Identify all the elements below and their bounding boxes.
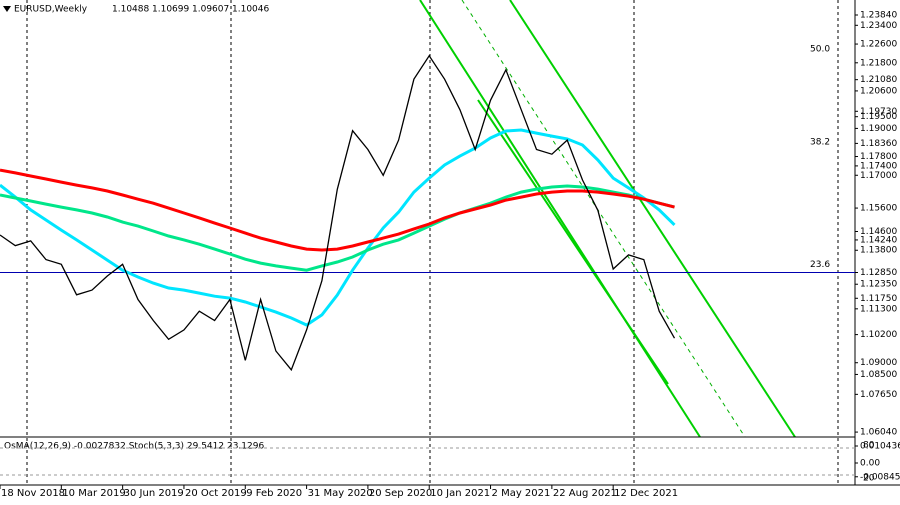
y-tick-label: 1.23840 — [860, 10, 897, 20]
indicator-label: OsMA(12,26,9) -0.0027832 Stoch(5,3,3) 29… — [4, 442, 264, 452]
x-tick-label: 22 Aug 2021 — [553, 488, 617, 499]
y-tick-label: 1.13800 — [860, 246, 897, 256]
x-tick-label: 12 Dec 2021 — [614, 488, 678, 499]
fib-label: 50.0 — [810, 44, 830, 54]
y-tick-label: 1.19500 — [860, 112, 897, 122]
y-tick-label: 1.10200 — [860, 330, 897, 340]
indicator-tick-label: -0.008455 — [860, 472, 900, 482]
ohlc-value: 1.10488 — [112, 5, 149, 15]
y-tick-label: 1.15600 — [860, 204, 897, 214]
y-tick-label: 1.08500 — [860, 370, 897, 380]
y-tick-label: 1.09000 — [860, 358, 897, 368]
x-tick-label: 18 Nov 2018 — [1, 488, 65, 499]
y-tick-label: 1.23400 — [860, 21, 897, 31]
y-tick-label: 1.21080 — [860, 75, 897, 85]
channel-line — [477, 99, 669, 385]
y-tick-label: 1.22600 — [860, 40, 897, 50]
y-tick-label: 1.21800 — [860, 58, 897, 68]
y-tick-label: 1.19730 — [860, 107, 897, 117]
menu-arrow[interactable] — [3, 6, 11, 12]
indicator-tick-label: 0.0104363 — [860, 441, 900, 451]
series-line — [0, 54, 676, 372]
ohlc-value: 1.10699 — [152, 5, 189, 15]
fib-label: 38.2 — [810, 137, 830, 147]
y-tick-label: 1.17400 — [860, 161, 897, 171]
symbol: EURUSD,Weekly — [14, 5, 88, 15]
stoch-tick-label: 80 — [863, 441, 875, 451]
x-tick-label: 20 Sep 2020 — [369, 488, 432, 499]
y-tick-label: 1.19000 — [860, 124, 897, 134]
x-tick-label: 20 Oct 2019 — [185, 488, 247, 499]
y-tick-label: 1.14240 — [860, 235, 897, 245]
x-tick-label: 2 May 2021 — [492, 488, 551, 499]
channel-line — [419, 0, 701, 438]
x-tick-label: 10 Jan 2021 — [430, 488, 490, 499]
fib-label: 23.6 — [810, 260, 830, 270]
indicator-tick-label: 0.00 — [860, 458, 880, 468]
y-tick-label: 1.06040 — [860, 428, 897, 438]
series-line — [0, 184, 675, 272]
y-tick-label: 1.20600 — [860, 86, 897, 96]
series-line — [0, 168, 675, 252]
series-line — [0, 128, 676, 327]
y-tick-label: 1.12350 — [860, 280, 897, 290]
channel-mid — [461, 0, 746, 438]
y-tick-label: 1.11300 — [860, 304, 897, 314]
period-separators — [26, 0, 839, 484]
y-tick-label: 1.18360 — [860, 139, 897, 149]
y-tick-label: 1.12850 — [860, 268, 897, 278]
y-tick-label: 1.14600 — [860, 227, 897, 237]
trend-channel — [419, 0, 796, 438]
stoch-tick-label: 20 — [863, 474, 875, 484]
x-tick-label: 30 Jun 2019 — [124, 488, 184, 499]
ohlc-value: 1.09607 — [192, 5, 229, 15]
channel-line — [509, 0, 796, 438]
y-tick-label: 1.07650 — [860, 390, 897, 400]
y-tick-label: 1.11750 — [860, 294, 897, 304]
x-tick-label: 10 Mar 2019 — [62, 488, 125, 499]
y-tick-label: 1.17000 — [860, 171, 897, 181]
x-tick-label: 9 Feb 2020 — [246, 488, 302, 499]
y-tick-label: 1.17800 — [860, 152, 897, 162]
x-tick-label: 31 May 2020 — [308, 488, 373, 499]
ohlc-value: 1.10046 — [232, 5, 269, 15]
